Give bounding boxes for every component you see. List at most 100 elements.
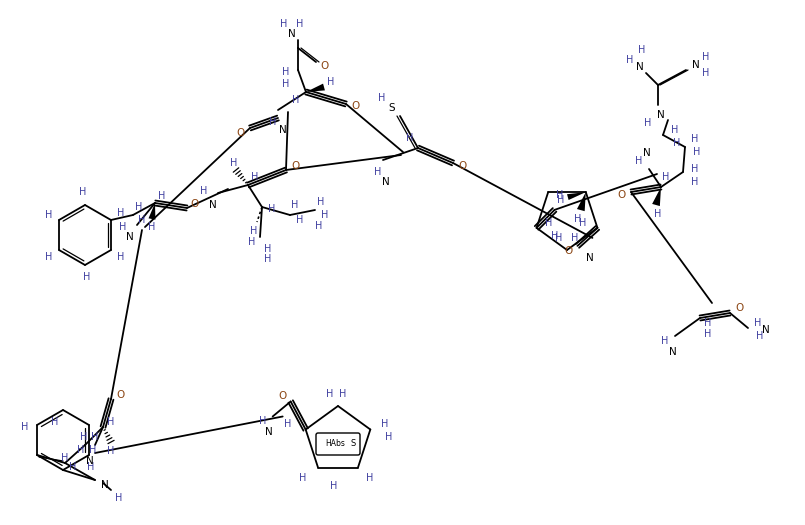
Text: H: H xyxy=(21,422,29,432)
Text: H: H xyxy=(159,191,166,201)
Text: H: H xyxy=(148,222,155,232)
Text: H: H xyxy=(754,318,762,328)
Text: H: H xyxy=(45,210,52,220)
Text: H: H xyxy=(52,417,59,427)
Text: N: N xyxy=(643,148,651,158)
Polygon shape xyxy=(567,192,586,200)
Text: S: S xyxy=(350,439,356,448)
Text: H: H xyxy=(407,133,414,143)
Text: H: H xyxy=(115,493,122,503)
Text: H: H xyxy=(555,233,563,243)
Text: H: H xyxy=(250,226,258,236)
Text: H: H xyxy=(691,134,699,144)
Text: H: H xyxy=(638,45,646,55)
Polygon shape xyxy=(577,192,586,211)
Text: H: H xyxy=(572,233,579,243)
Text: H: H xyxy=(644,118,652,128)
Text: H: H xyxy=(230,158,237,168)
Text: O: O xyxy=(116,390,124,400)
Text: H: H xyxy=(662,336,669,346)
Text: H: H xyxy=(299,472,307,482)
Text: H: H xyxy=(118,252,125,262)
Text: H: H xyxy=(268,204,275,214)
Text: H: H xyxy=(280,19,287,29)
Text: H: H xyxy=(704,318,712,328)
Text: O: O xyxy=(291,161,299,171)
Text: H: H xyxy=(635,156,642,166)
Text: N: N xyxy=(692,60,700,70)
Text: H: H xyxy=(283,67,290,77)
Text: H: H xyxy=(691,164,699,174)
Text: O: O xyxy=(191,199,199,209)
Text: H: H xyxy=(283,79,290,89)
Text: O: O xyxy=(279,392,287,402)
Text: H: H xyxy=(673,138,681,148)
Text: N: N xyxy=(265,427,273,437)
Text: O: O xyxy=(564,246,572,256)
Text: H: H xyxy=(83,272,91,282)
Text: O: O xyxy=(735,303,743,313)
Text: H: H xyxy=(118,208,125,218)
Text: H: H xyxy=(87,462,95,472)
Text: N: N xyxy=(657,110,665,120)
Text: H: H xyxy=(291,200,299,210)
FancyBboxPatch shape xyxy=(316,433,360,455)
Text: H: H xyxy=(321,210,328,220)
Text: N: N xyxy=(669,347,677,357)
Text: H: H xyxy=(378,93,386,103)
Text: N: N xyxy=(636,62,644,72)
Text: H: H xyxy=(326,389,334,399)
Text: H: H xyxy=(374,167,382,177)
Text: H: H xyxy=(89,445,97,455)
Text: H: H xyxy=(80,432,88,442)
Text: H: H xyxy=(626,55,634,65)
Text: H: H xyxy=(654,209,662,219)
Text: H: H xyxy=(296,19,303,29)
Text: H: H xyxy=(671,125,679,135)
Text: HAbs: HAbs xyxy=(325,439,345,448)
Text: O: O xyxy=(618,190,626,200)
Text: H: H xyxy=(317,197,324,207)
Text: H: H xyxy=(80,187,87,197)
Polygon shape xyxy=(149,203,155,219)
Text: N: N xyxy=(288,29,296,39)
Text: H: H xyxy=(107,446,114,456)
Text: H: H xyxy=(119,222,126,232)
Text: H: H xyxy=(366,472,374,482)
Text: H: H xyxy=(551,231,558,241)
Text: N: N xyxy=(209,200,217,210)
Text: H: H xyxy=(556,195,564,205)
Text: H: H xyxy=(91,432,99,442)
Text: N: N xyxy=(762,325,770,335)
Text: H: H xyxy=(704,329,712,339)
Text: N: N xyxy=(101,480,109,490)
Text: H: H xyxy=(663,172,670,182)
Text: H: H xyxy=(259,416,266,426)
Text: H: H xyxy=(579,218,586,228)
Text: H: H xyxy=(284,419,291,429)
Text: H: H xyxy=(545,218,552,228)
Text: N: N xyxy=(585,253,593,263)
Text: O: O xyxy=(458,161,466,171)
Text: O: O xyxy=(320,61,328,71)
Text: N: N xyxy=(86,456,94,466)
Polygon shape xyxy=(652,187,661,206)
Text: H: H xyxy=(264,254,272,264)
Text: H: H xyxy=(381,419,388,429)
Text: H: H xyxy=(69,462,76,472)
Text: H: H xyxy=(340,389,347,399)
Text: N: N xyxy=(126,232,134,242)
Text: H: H xyxy=(270,117,277,127)
Text: O: O xyxy=(236,128,244,138)
Text: H: H xyxy=(248,237,256,247)
Text: H: H xyxy=(328,77,335,87)
Text: S: S xyxy=(389,103,395,113)
Text: H: H xyxy=(385,433,392,443)
Text: H: H xyxy=(702,52,710,62)
Text: H: H xyxy=(556,190,564,200)
Text: H: H xyxy=(138,215,146,225)
Text: H: H xyxy=(702,68,710,78)
Text: H: H xyxy=(264,244,272,254)
Text: O: O xyxy=(351,101,359,111)
Text: H: H xyxy=(61,453,68,463)
